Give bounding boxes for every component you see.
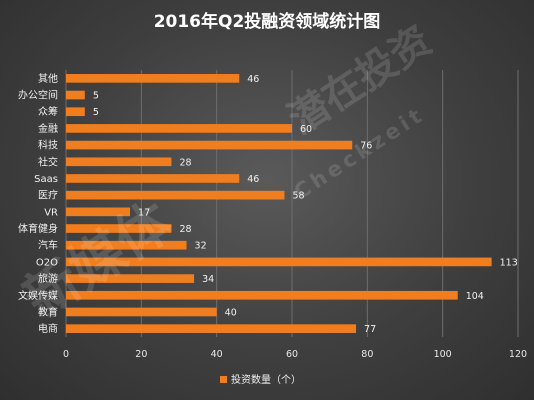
category-label-5: 社交 — [38, 155, 58, 168]
bars — [66, 74, 492, 333]
value-label-1: 5 — [93, 91, 99, 102]
category-label-11: O2O — [36, 257, 58, 268]
legend: 投资数量（个） — [220, 373, 301, 386]
value-label-8: 17 — [138, 207, 150, 218]
bar-6 — [66, 174, 240, 183]
category-label-12: 旅游 — [38, 272, 58, 285]
value-label-14: 40 — [225, 307, 237, 318]
value-label-2: 5 — [93, 107, 99, 118]
value-label-0: 46 — [247, 74, 259, 85]
x-tick-label-60: 60 — [286, 349, 298, 360]
x-tick-label-40: 40 — [211, 349, 223, 360]
x-tick-label-80: 80 — [361, 349, 373, 360]
bar-5 — [66, 157, 172, 167]
legend-label: 投资数量（个） — [231, 373, 301, 386]
value-label-15: 77 — [364, 324, 376, 335]
value-label-4: 76 — [360, 141, 372, 152]
bar-4 — [66, 140, 353, 150]
bar-2 — [66, 107, 85, 117]
chart-title: 2016年Q2投融资领域统计图 — [154, 11, 381, 32]
grid-lines — [65, 70, 519, 337]
category-label-0: 其他 — [38, 72, 58, 85]
value-labels: 46 5 5 60 76 28 46 58 17 28 32 113 34 104 40 77 — [93, 74, 518, 335]
category-label-9: 体育健身 — [18, 222, 58, 235]
value-label-10: 32 — [195, 241, 207, 252]
category-label-7: 医疗 — [38, 189, 58, 202]
category-label-3: 金融 — [38, 122, 58, 135]
bar-12 — [66, 274, 195, 283]
x-tick-label-120: 120 — [509, 349, 527, 360]
value-label-7: 58 — [292, 191, 304, 202]
bar-7 — [66, 190, 285, 200]
bar-0 — [66, 74, 240, 83]
category-label-10: 汽车 — [38, 239, 58, 252]
category-label-15: 电商 — [38, 322, 58, 335]
bar-8 — [66, 207, 131, 217]
category-label-13: 文娱传媒 — [18, 289, 58, 302]
bar-10 — [66, 240, 187, 250]
x-tick-label-100: 100 — [434, 349, 452, 360]
category-label-1: 办公空间 — [18, 89, 58, 102]
value-label-13: 104 — [466, 291, 484, 302]
legend-swatch — [220, 376, 227, 383]
value-label-3: 60 — [300, 124, 312, 135]
category-label-6: Saas — [34, 174, 58, 185]
x-tick-label-0: 0 — [63, 349, 69, 360]
category-label-2: 众筹 — [38, 105, 58, 118]
x-axis-ticks: 0 20 40 60 80 100 120 — [63, 349, 527, 360]
bar-11 — [66, 257, 492, 267]
value-label-5: 28 — [179, 157, 191, 168]
category-label-8: VR — [44, 207, 58, 218]
bar-9 — [66, 224, 172, 233]
bar-13 — [66, 290, 458, 300]
x-tick-label-20: 20 — [135, 349, 147, 360]
bar-1 — [66, 90, 85, 100]
value-label-9: 28 — [179, 224, 191, 235]
bar-14 — [66, 307, 217, 317]
value-label-12: 34 — [202, 274, 214, 285]
category-label-4: 科技 — [38, 139, 58, 152]
category-label-14: 教育 — [38, 305, 58, 318]
bar-3 — [66, 124, 292, 133]
value-label-6: 46 — [247, 174, 259, 185]
value-label-11: 113 — [500, 257, 518, 268]
bar-15 — [66, 324, 357, 333]
